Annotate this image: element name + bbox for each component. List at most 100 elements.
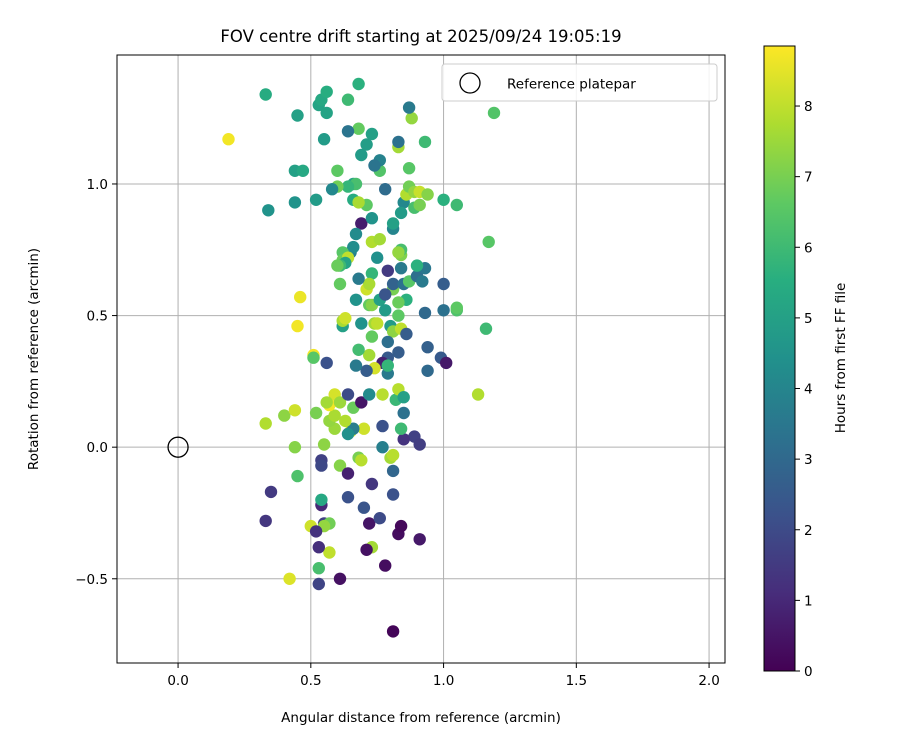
colorbar-tick-label: 8 [804, 99, 813, 115]
data-point [259, 88, 272, 101]
data-point [355, 148, 368, 162]
data-point [331, 164, 344, 177]
data-point [413, 198, 426, 212]
data-point [349, 293, 363, 306]
data-point [264, 485, 278, 499]
data-point [402, 162, 416, 175]
data-point [278, 409, 291, 422]
data-point [331, 259, 344, 272]
data-point [360, 543, 373, 556]
data-point [312, 562, 325, 575]
data-point [418, 306, 432, 320]
y-tick-label: 1.0 [87, 177, 108, 193]
x-tick-label: 1.5 [566, 673, 587, 689]
data-point [394, 422, 408, 435]
data-point [392, 346, 405, 359]
data-point [437, 304, 450, 317]
data-point [323, 546, 336, 559]
data-point [392, 296, 405, 309]
data-point [363, 277, 376, 291]
data-point [283, 572, 296, 585]
data-point [376, 441, 389, 454]
data-point [328, 409, 341, 422]
colorbar-tick-label: 4 [804, 382, 813, 398]
data-point [365, 477, 379, 491]
data-point [349, 359, 363, 372]
data-point [312, 541, 325, 554]
data-point [222, 133, 235, 146]
data-point [371, 251, 384, 264]
data-point [288, 441, 302, 454]
data-point [397, 406, 410, 420]
data-point [259, 417, 272, 430]
data-point [352, 343, 365, 356]
y-tick-label: 0.5 [87, 309, 108, 325]
data-point [363, 517, 376, 530]
data-point [341, 491, 355, 504]
data-point [421, 341, 434, 354]
x-tick-label: 2.0 [698, 673, 719, 689]
data-point [296, 164, 310, 177]
colorbar-tick-label: 2 [804, 523, 813, 539]
colorbar-tick-label: 5 [804, 311, 813, 327]
data-point [325, 183, 339, 196]
data-point [386, 464, 400, 478]
x-tick-label: 1.0 [433, 673, 454, 689]
data-point [312, 577, 325, 591]
data-point [333, 396, 347, 409]
data-point [437, 277, 450, 291]
data-point [320, 356, 333, 370]
data-point [392, 309, 405, 322]
data-point [363, 388, 376, 401]
data-point [341, 388, 355, 401]
data-point [413, 533, 426, 546]
data-point [363, 348, 376, 362]
x-tick-label: 0.5 [300, 673, 321, 689]
reference-platepar-marker [167, 436, 189, 458]
y-axis-ticks: −0.5 0.0 0.5 1.0 [75, 177, 117, 588]
data-point [371, 317, 384, 330]
colorbar-tick-label: 7 [804, 170, 813, 186]
data-point [360, 364, 373, 377]
data-point [357, 422, 371, 435]
data-point [450, 301, 463, 314]
data-point [355, 454, 368, 467]
data-point [413, 438, 426, 451]
data-point [437, 193, 450, 206]
data-point [376, 419, 389, 433]
grid-lines [117, 55, 725, 663]
data-point [405, 112, 418, 125]
legend-box [441, 63, 718, 102]
data-point [368, 159, 381, 172]
data-point [386, 448, 400, 462]
data-point [379, 183, 392, 196]
data-point [320, 106, 333, 120]
x-axis-label: Angular distance from reference (arcmin) [281, 710, 561, 726]
data-point [341, 180, 355, 193]
data-point [379, 559, 392, 572]
data-point [421, 364, 434, 377]
data-point [365, 212, 379, 225]
data-point [386, 277, 400, 291]
data-point [333, 459, 347, 472]
data-point [479, 322, 493, 335]
data-point [394, 262, 408, 275]
data-point [482, 235, 495, 249]
legend: Reference platepar [441, 63, 718, 102]
data-point [376, 388, 389, 401]
data-point [288, 196, 302, 209]
data-point [416, 275, 429, 288]
data-point [320, 85, 333, 99]
data-point [357, 501, 371, 514]
data-point [397, 391, 410, 404]
data-point [291, 109, 304, 122]
data-point [386, 217, 400, 230]
colorbar-ticks: 0 1 2 3 4 5 6 7 8 [795, 99, 813, 680]
data-point [294, 290, 307, 304]
data-point [421, 188, 434, 201]
x-tick-label: 0.0 [167, 673, 188, 689]
data-point [320, 396, 333, 409]
data-point [317, 438, 331, 451]
colorbar-tick-label: 0 [804, 664, 813, 680]
